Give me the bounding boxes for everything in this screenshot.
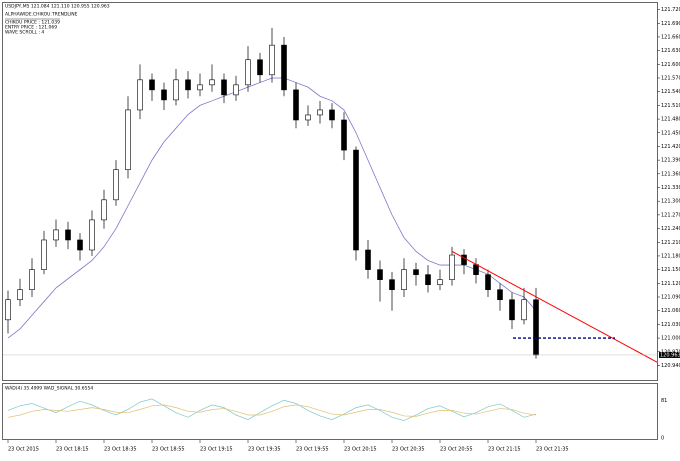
candle-body xyxy=(510,300,515,320)
y-tick-label: 121.510 xyxy=(661,103,680,109)
candle-body xyxy=(270,45,275,75)
candle-body xyxy=(54,230,59,240)
candle-body xyxy=(114,170,119,200)
y-tick-label: 121.120 xyxy=(661,281,680,287)
candle-body xyxy=(294,90,299,120)
y-tick-label: 121.000 xyxy=(661,336,680,342)
candle-body xyxy=(378,270,383,280)
indicator-tick-label: 81 xyxy=(661,398,667,404)
y-tick-label: 121.300 xyxy=(661,199,680,205)
x-tick-label: 23 Oct 19:15 xyxy=(200,447,233,453)
candle-body xyxy=(342,120,347,150)
y-tick-label: 121.090 xyxy=(661,295,680,301)
candle-body xyxy=(474,265,479,275)
x-tick-label: 23 Oct 2015 xyxy=(8,447,39,453)
y-tick-label: 121.420 xyxy=(661,144,680,150)
candle-body xyxy=(174,80,179,100)
candle-body xyxy=(438,280,443,285)
candle-body xyxy=(522,300,527,320)
candle-body xyxy=(66,230,71,240)
y-tick-label: 121.060 xyxy=(661,308,680,314)
candle-body xyxy=(102,200,107,220)
candle-body xyxy=(162,90,167,100)
candle-body xyxy=(450,255,455,280)
y-tick-label: 121.270 xyxy=(661,212,680,218)
x-tick-label: 23 Oct 19:35 xyxy=(248,447,281,453)
candle-body xyxy=(282,45,287,90)
x-tick-label: 23 Oct 21:15 xyxy=(488,447,521,453)
y-tick-label: 121.570 xyxy=(661,76,680,82)
x-tick-label: 23 Oct 18:55 xyxy=(152,447,185,453)
y-tick-label: 121.540 xyxy=(661,89,680,95)
y-tick-label: 121.480 xyxy=(661,117,680,123)
y-tick-label: 121.720 xyxy=(661,7,680,13)
x-tick-label: 23 Oct 18:15 xyxy=(56,447,89,453)
y-tick-label: 121.240 xyxy=(661,226,680,232)
candle-body xyxy=(414,270,419,275)
indicator-tick-label: 0 xyxy=(661,436,664,442)
candle-body xyxy=(186,80,191,90)
candle-body xyxy=(258,60,263,75)
y-tick-label: 121.330 xyxy=(661,185,680,191)
candle-body xyxy=(306,115,311,120)
candle-body xyxy=(246,60,251,85)
candle-body xyxy=(354,150,359,250)
x-tick-label: 23 Oct 19:55 xyxy=(296,447,329,453)
candle-body xyxy=(498,290,503,300)
x-tick-label: 23 Oct 18:35 xyxy=(104,447,137,453)
current-price-label: 120.963 xyxy=(660,352,680,358)
candle-body xyxy=(426,275,431,285)
candle-body xyxy=(486,275,491,290)
candle-body xyxy=(402,270,407,290)
info-line: ALPHAWIDE.CHIKOU.TRENDLINE xyxy=(5,12,78,18)
x-tick-label: 23 Oct 20:55 xyxy=(440,447,473,453)
candle-body xyxy=(330,110,335,120)
candle-body xyxy=(42,240,47,270)
y-tick-label: 121.360 xyxy=(661,171,680,177)
candle-body xyxy=(126,110,131,170)
candle-body xyxy=(30,270,35,290)
y-tick-label: 121.630 xyxy=(661,48,680,54)
candle-body xyxy=(534,300,539,355)
y-tick-label: 121.210 xyxy=(661,240,680,246)
y-tick-label: 121.390 xyxy=(661,158,680,164)
x-tick-label: 23 Oct 21:35 xyxy=(536,447,569,453)
y-tick-label: 121.450 xyxy=(661,130,680,136)
y-tick-label: 121.180 xyxy=(661,253,680,259)
candle-body xyxy=(222,80,227,95)
candle-body xyxy=(90,220,95,250)
info-line: WAVE SCROLL : 4 xyxy=(5,30,44,36)
candle-body xyxy=(198,85,203,90)
y-tick-label: 121.660 xyxy=(661,34,680,40)
x-tick-label: 23 Oct 20:35 xyxy=(392,447,425,453)
candle-body xyxy=(234,85,239,95)
y-tick-label: 121.690 xyxy=(661,21,680,27)
y-tick-label: 121.600 xyxy=(661,62,680,68)
candle-body xyxy=(78,240,83,250)
candle-body xyxy=(150,80,155,90)
y-tick-label: 121.150 xyxy=(661,267,680,273)
y-tick-label: 120.940 xyxy=(661,363,680,369)
indicator-title: WAD(4) 35.4999 WAD_SIGNAL 30.6554 xyxy=(5,386,93,392)
x-tick-label: 23 Oct 20:15 xyxy=(344,447,377,453)
candle-body xyxy=(138,80,143,110)
candle-body xyxy=(6,300,11,320)
symbol-header: USDJPY,M5 121.084 121.110 120.955 120.96… xyxy=(5,4,110,10)
candle-body xyxy=(390,280,395,290)
candle-body xyxy=(18,290,23,300)
candle-body xyxy=(366,250,371,270)
y-tick-label: 121.030 xyxy=(661,322,680,328)
candle-body xyxy=(318,110,323,115)
candle-body xyxy=(210,80,215,85)
